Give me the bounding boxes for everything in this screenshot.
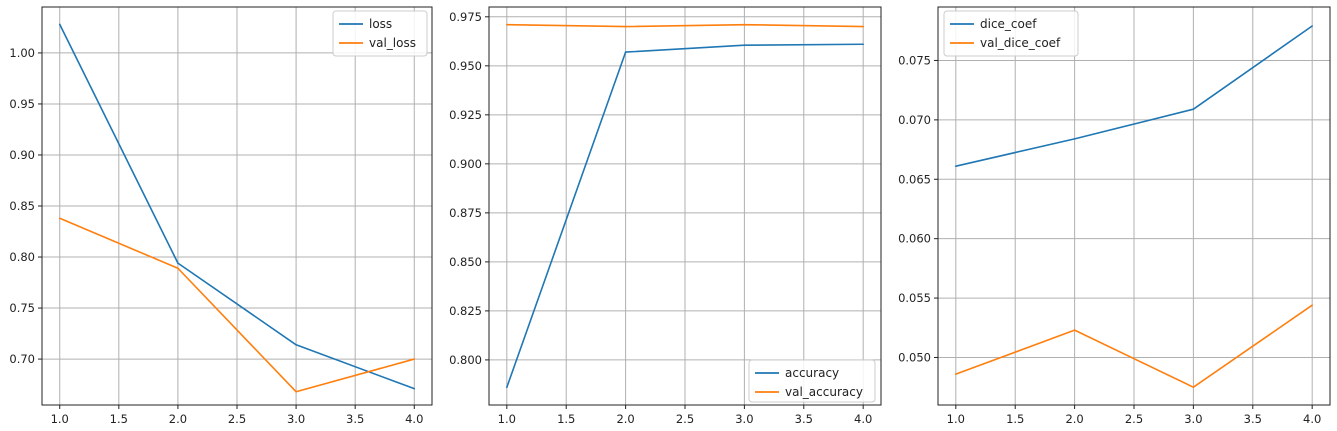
data-point-val-dice-coef [1192,386,1195,388]
y-tick-label: 0.950 [449,59,482,73]
x-tick-label: 3.5 [1244,412,1262,426]
data-point-val-accuracy [506,23,508,26]
y-tick-label: 0.90 [9,148,35,162]
data-point-val-dice-coef [955,373,957,375]
x-tick-label: 1.5 [557,412,575,426]
y-tick-label: 0.975 [449,10,482,24]
x-tick-label: 1.0 [498,412,516,426]
x-tick-label: 2.0 [169,412,187,426]
series-line-val-dice-coef [955,304,1313,388]
y-tick-label: 0.85 [9,199,35,213]
legend-label: dice_coef [980,17,1037,31]
x-tick-label: 2.5 [228,412,246,426]
y-tick-label: 0.070 [898,113,931,127]
y-tick-label: 0.050 [898,350,931,364]
data-point-dice-coef [1073,138,1076,140]
y-tick-label: 0.800 [449,353,482,367]
data-point-accuracy [743,44,746,47]
y-tick-label: 0.055 [898,291,931,305]
x-tick-label: 2.0 [1065,412,1083,426]
axes-frame [41,6,433,406]
y-tick-label: 0.95 [9,97,35,111]
data-point-loss [177,262,179,264]
legend-label: accuracy [785,366,839,380]
data-point-loss [58,23,61,26]
y-tick-label: 0.80 [9,250,35,264]
chart-panel-1: 1.0 1.5 2.0 2.5 3.0 3.5 4.0 0.70 0.75 0.80 0.85 0.9… [9,6,433,426]
data-point-val-loss [295,390,297,393]
data-point-dice-coef [1311,25,1313,27]
x-tick-label: 4.0 [854,412,872,426]
series-line-val-loss [59,217,415,393]
data-point-val-accuracy [743,23,746,26]
chart-panel-3: 1.0 1.5 2.0 2.5 3.0 3.5 4.0 0.050 0.055 0.060 0.06… [898,6,1331,426]
y-tick-label: 0.060 [898,232,931,246]
data-point-val-accuracy [862,25,864,28]
data-point-val-loss [58,217,61,220]
y-tick-label: 0.850 [449,255,482,269]
data-point-val-accuracy [624,25,627,28]
x-tick-label: 4.0 [405,412,423,426]
x-tick-label: 1.5 [110,412,128,426]
data-point-val-dice-coef [1073,329,1076,331]
y-tick-label: 1.00 [9,46,35,60]
y-tick-label: 0.925 [449,108,482,122]
y-tick-label: 0.825 [449,304,482,318]
legend-box [332,10,428,57]
data-point-val-dice-coef [1311,304,1313,307]
chart-panel-2: 1.0 1.5 2.0 2.5 3.0 3.5 4.0 0.800 0.825 0.850 0.87… [449,6,882,426]
x-tick-label: 2.5 [1125,412,1143,426]
x-tick-label: 3.5 [795,412,813,426]
y-tick-label: 0.065 [898,172,931,186]
data-point-loss [413,387,416,390]
series-line-val-accuracy [506,23,864,28]
legend: dice_coef val_dice_coef [943,10,1079,57]
x-tick-label: 3.5 [346,412,364,426]
data-point-val-loss [177,267,179,270]
legend-label: val_accuracy [785,385,863,399]
x-tick-label: 3.0 [735,412,753,426]
data-point-accuracy [624,51,627,53]
data-point-accuracy [862,43,864,46]
data-point-loss [295,343,297,346]
y-tick-label: 0.075 [898,53,931,67]
x-tick-label: 1.0 [947,412,965,426]
legend-label: val_dice_coef [980,36,1061,50]
x-tick-label: 3.0 [1184,412,1202,426]
legend-label: loss [369,17,392,31]
y-tick-label: 0.875 [449,206,482,220]
legend-label: val_loss [369,36,416,50]
legend-box [943,10,1079,57]
x-tick-label: 2.0 [616,412,634,426]
series-line-accuracy [506,43,864,388]
data-point-val-loss [413,358,416,360]
data-point-dice-coef [1192,108,1195,110]
legend: loss val_loss [332,10,428,57]
legend: accuracy val_accuracy [748,359,876,403]
legend-box [748,359,876,403]
x-tick-label: 1.0 [51,412,69,426]
series-line-loss [59,23,415,390]
x-tick-label: 4.0 [1303,412,1321,426]
x-tick-label: 1.5 [1006,412,1024,426]
y-tick-label: 0.900 [449,157,482,171]
axes-frame [937,6,1331,406]
y-tick-label: 0.75 [9,301,35,315]
x-tick-label: 3.0 [287,412,305,426]
series-line-dice-coef [955,25,1313,167]
axes-frame [488,6,882,406]
y-tick-label: 0.70 [9,352,35,366]
data-point-dice-coef [955,165,957,167]
x-tick-label: 2.5 [676,412,694,426]
data-point-accuracy [506,386,508,389]
